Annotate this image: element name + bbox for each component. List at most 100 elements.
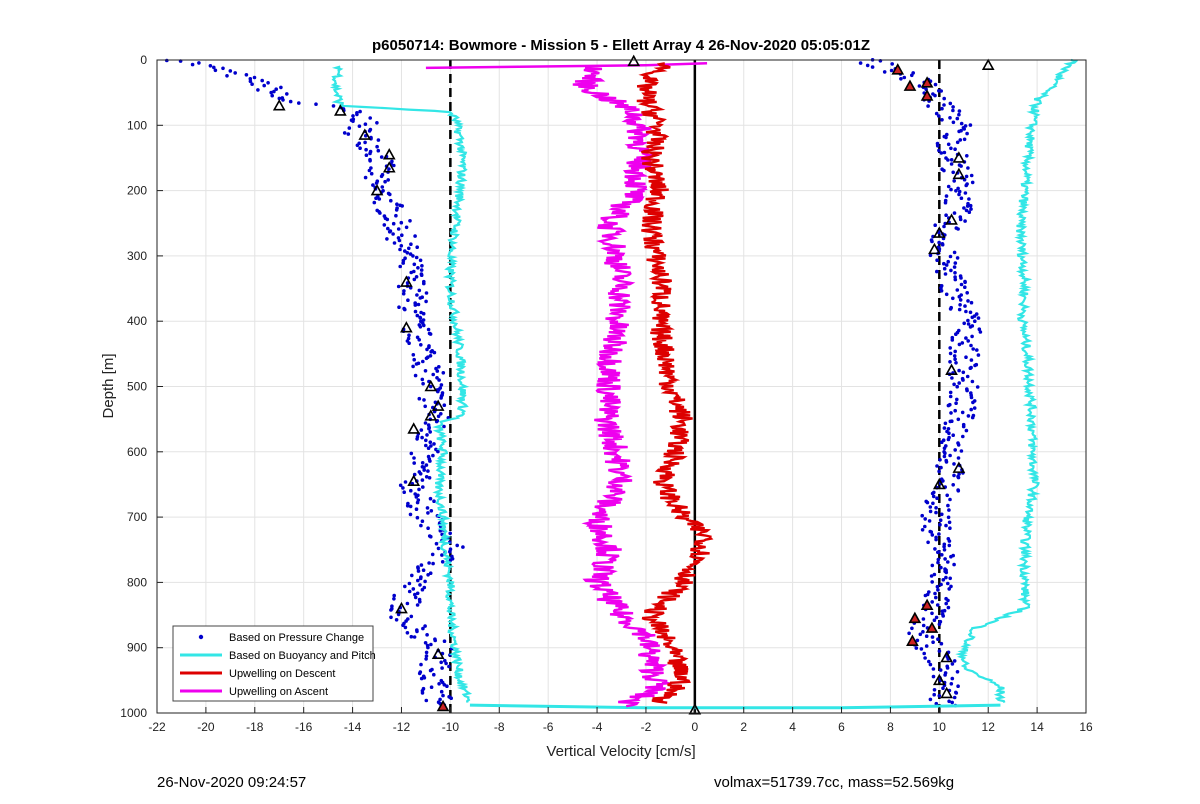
pressure-change-point — [190, 62, 195, 67]
y-tick-label: 400 — [127, 314, 147, 328]
pressure-change-point — [392, 593, 397, 598]
pressure-change-point — [407, 246, 411, 251]
pressure-change-point — [932, 688, 937, 692]
turn-marker-triangle — [431, 647, 445, 660]
turn-marker-red-triangle — [903, 79, 917, 91]
pressure-change-point — [415, 591, 420, 596]
pressure-change-point — [418, 296, 423, 300]
pressure-change-point — [931, 674, 936, 679]
pressure-change-point — [408, 512, 413, 517]
x-tick-label: 0 — [691, 720, 698, 734]
pressure-change-point — [959, 449, 964, 453]
pressure-change-point — [970, 334, 974, 339]
pressure-change-point — [400, 204, 405, 208]
pressure-change-point — [375, 144, 379, 149]
pressure-change-point — [946, 403, 951, 408]
pressure-change-point — [948, 351, 953, 356]
pressure-change-point — [951, 170, 955, 175]
pressure-change-point — [935, 144, 940, 148]
footer-volmax-mass: volmax=51739.7cc, mass=52.569kg — [714, 774, 955, 791]
pressure-change-point — [418, 316, 423, 320]
pressure-change-point — [426, 645, 430, 650]
pressure-change-point — [970, 315, 975, 320]
pressure-change-point — [432, 442, 436, 446]
x-tick-label: 14 — [1030, 720, 1044, 734]
pressure-change-point — [949, 162, 954, 166]
pressure-change-point — [956, 186, 960, 191]
pressure-change-point — [970, 415, 975, 420]
pressure-change-point — [376, 138, 381, 142]
pressure-change-point — [431, 372, 436, 377]
pressure-change-point — [417, 338, 422, 342]
pressure-change-point — [910, 626, 914, 631]
pressure-change-point — [946, 598, 950, 603]
pressure-change-point — [968, 310, 973, 315]
pressure-change-point — [924, 644, 929, 648]
pressure-change-point — [415, 293, 419, 297]
pressure-change-point — [954, 401, 958, 406]
x-tick-label: -12 — [393, 720, 411, 734]
pressure-change-point — [930, 580, 934, 584]
pressure-change-point — [951, 433, 955, 438]
pressure-change-point — [410, 573, 414, 578]
pressure-change-point — [233, 71, 237, 75]
pressure-change-point — [448, 549, 452, 554]
pressure-change-point — [418, 325, 423, 329]
pressure-change-point — [387, 230, 392, 234]
pressure-change-point — [956, 456, 961, 460]
pressure-change-point — [952, 382, 956, 387]
pressure-change-point — [429, 350, 433, 354]
pressure-change-point — [946, 259, 950, 264]
pressure-change-point — [957, 368, 961, 373]
pressure-change-point — [946, 427, 951, 431]
pressure-change-point — [945, 666, 950, 670]
pressure-change-point — [957, 109, 962, 113]
pressure-change-point — [957, 189, 962, 194]
pressure-change-point — [935, 584, 940, 589]
pressure-change-point — [413, 373, 418, 378]
pressure-change-point — [966, 322, 971, 326]
x-tick-label: -8 — [494, 720, 505, 734]
pressure-change-point — [936, 550, 940, 555]
pressure-change-point — [961, 424, 966, 429]
pressure-change-point — [937, 694, 942, 698]
pressure-change-point — [411, 587, 416, 591]
pressure-change-point — [407, 589, 412, 594]
x-tick-label: -18 — [246, 720, 264, 734]
pressure-change-point — [396, 284, 401, 289]
pressure-change-point — [424, 654, 429, 658]
pressure-change-point — [928, 509, 933, 514]
turn-marker-triangle — [370, 183, 384, 196]
pressure-change-point — [960, 341, 965, 345]
pressure-change-point — [944, 213, 948, 217]
y-tick-label: 300 — [127, 249, 147, 263]
pressure-change-point — [402, 289, 406, 293]
pressure-change-point — [948, 346, 952, 350]
pressure-change-point — [935, 464, 939, 468]
pressure-change-point — [951, 120, 956, 125]
pressure-change-point — [269, 90, 274, 95]
pressure-change-point — [956, 417, 961, 422]
pressure-change-point — [432, 350, 437, 355]
pressure-change-point — [387, 167, 391, 171]
pressure-change-point — [953, 448, 957, 452]
pressure-change-point — [413, 492, 418, 496]
pressure-change-point — [952, 179, 956, 183]
pressure-change-point — [930, 491, 935, 496]
x-tick-label: 12 — [982, 720, 996, 734]
pressure-change-point — [940, 242, 945, 247]
pressure-change-point — [441, 693, 445, 698]
pressure-change-point — [423, 421, 428, 425]
pressure-change-point — [934, 595, 938, 600]
pressure-change-point — [403, 584, 407, 589]
pressure-change-point — [431, 453, 435, 458]
pressure-change-point — [419, 563, 424, 567]
pressure-change-point — [921, 630, 925, 634]
pressure-change-point — [442, 639, 447, 643]
buoyancy-pitch-line — [955, 58, 1079, 703]
pressure-change-point — [415, 245, 420, 249]
pressure-change-point — [858, 61, 863, 65]
pressure-change-point — [419, 343, 423, 347]
pressure-change-point — [946, 158, 950, 162]
pressure-change-point — [416, 566, 420, 570]
